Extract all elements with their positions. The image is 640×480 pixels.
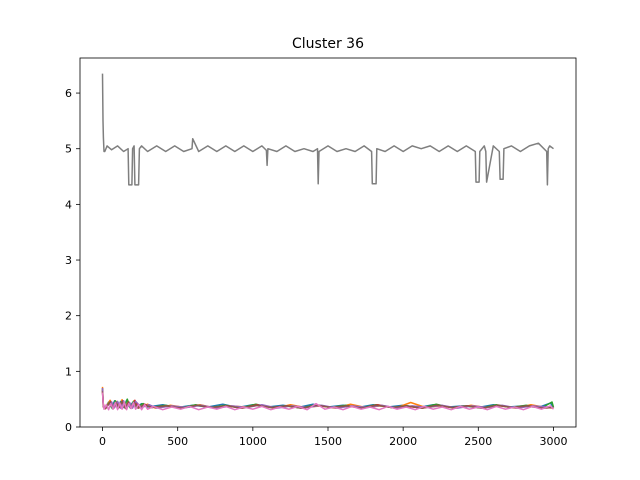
y-tick-label: 5 (65, 143, 72, 156)
x-tick-label: 3000 (539, 435, 567, 448)
y-tick-label: 1 (65, 365, 72, 378)
x-axis: 0 500 1000 1500 2000 2500 3000 (99, 427, 567, 448)
series-line-8 (101, 392, 555, 411)
series-line-1 (101, 73, 554, 186)
x-tick-label: 2000 (389, 435, 417, 448)
x-tick-label: 1500 (314, 435, 342, 448)
chart-title: Cluster 36 (292, 36, 364, 52)
series-layer (101, 73, 555, 411)
y-tick-label: 4 (65, 198, 72, 211)
x-tick-label: 2500 (464, 435, 492, 448)
x-tick-label: 1000 (239, 435, 267, 448)
x-tick-label: 500 (167, 435, 188, 448)
series-line-7 (101, 391, 554, 410)
y-axis: 0 1 2 3 4 5 6 (65, 87, 80, 434)
y-tick-label: 6 (65, 87, 72, 100)
y-tick-label: 3 (65, 254, 72, 267)
x-tick-label: 0 (99, 435, 106, 448)
y-tick-label: 0 (65, 421, 72, 434)
y-tick-label: 2 (65, 310, 72, 323)
